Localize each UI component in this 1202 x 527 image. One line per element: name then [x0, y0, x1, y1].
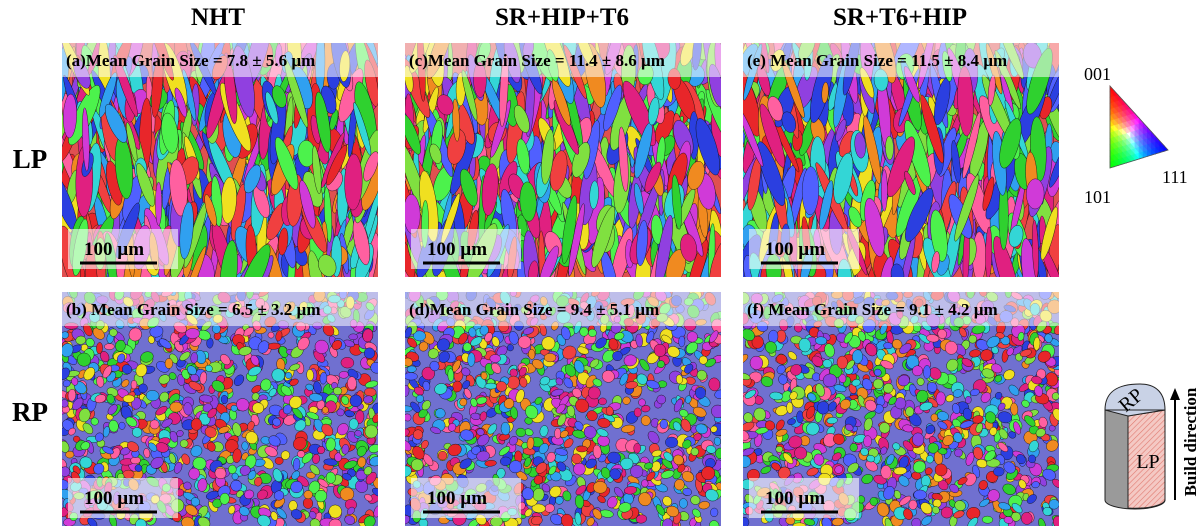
grain [165, 358, 173, 368]
grain [678, 336, 685, 347]
grain [119, 422, 126, 430]
grain [982, 516, 993, 524]
grain [634, 408, 642, 417]
grain [710, 508, 718, 517]
grain [131, 380, 137, 389]
grain [665, 437, 678, 448]
grain [155, 182, 161, 225]
grain [679, 498, 688, 508]
grain [905, 407, 914, 417]
column-header: SR+T6+HIP [833, 4, 967, 31]
panel-label: (b) Mean Grain Size = 6.5 ± 3.2 µm [66, 300, 321, 319]
grain [881, 170, 887, 212]
panel-label: (e) Mean Grain Size = 11.5 ± 8.4 µm [747, 51, 1007, 70]
grain [676, 375, 683, 385]
row-label: LP [13, 144, 48, 174]
grain [228, 465, 236, 474]
grain [926, 455, 934, 463]
grain [576, 446, 587, 452]
scale-text: 100 µm [765, 239, 825, 260]
grain [400, 406, 413, 412]
grain [186, 328, 200, 338]
panels: (a)Mean Grain Size = 7.8 ± 5.6 µm 100 µm (… [44, 7, 1073, 527]
scale-text: 100 µm [427, 488, 487, 509]
grain [912, 518, 921, 527]
grain [407, 366, 417, 373]
figure: NHT SR+HIP+T6 SR+T6+HIP LP RP (a)Mean Gr… [0, 0, 1202, 527]
scale-text: 100 µm [84, 488, 144, 509]
grain [580, 327, 589, 336]
grain [221, 395, 228, 404]
grain [123, 470, 135, 478]
grain [123, 395, 135, 403]
grain [507, 376, 520, 389]
grain [544, 353, 556, 362]
panel-label: (c)Mean Grain Size = 11.4 ± 8.6 µm [409, 51, 665, 70]
grain [630, 465, 643, 478]
grain [634, 443, 641, 453]
grain [60, 399, 68, 408]
column-header: NHT [191, 4, 246, 31]
scale-text: 100 µm [427, 239, 487, 260]
grain [485, 383, 497, 389]
grain [555, 428, 561, 439]
grain [170, 402, 183, 413]
grain [340, 487, 354, 500]
grain [191, 418, 202, 430]
panel-label: (d)Mean Grain Size = 9.4 ± 5.1 µm [409, 300, 659, 319]
row-label: RP [12, 397, 48, 427]
panel-label: (a)Mean Grain Size = 7.8 ± 5.6 µm [66, 51, 315, 70]
grain [490, 355, 501, 363]
grain [599, 398, 607, 405]
grain [507, 344, 514, 351]
grain [241, 441, 248, 450]
scale-text: 100 µm [84, 239, 144, 260]
column-header: SR+HIP+T6 [495, 4, 629, 31]
grain [695, 387, 706, 399]
grain [65, 451, 74, 458]
grain [797, 411, 804, 423]
page: {"columns": ["NHT", "SR+HIP+T6", "SR+T6+… [0, 0, 1202, 527]
grain [347, 377, 356, 391]
